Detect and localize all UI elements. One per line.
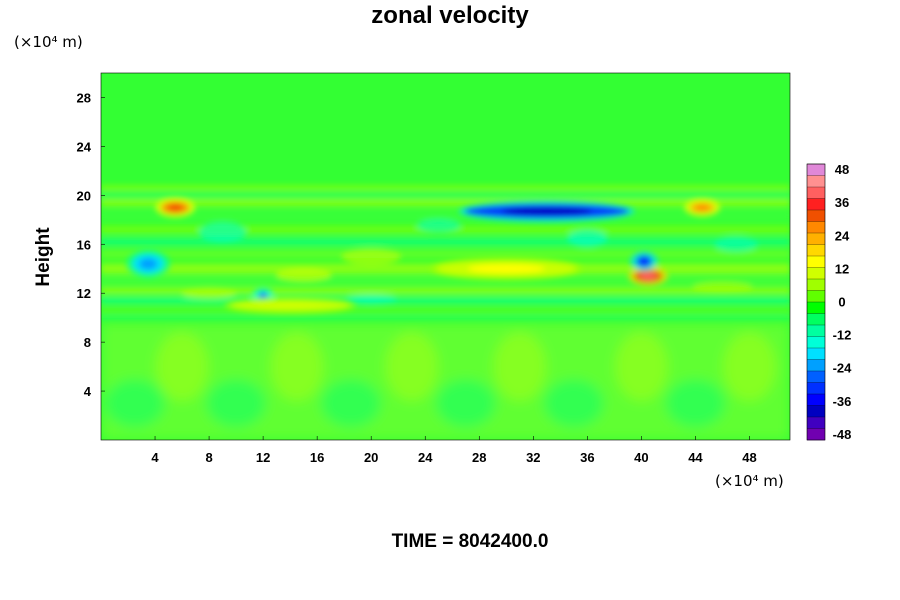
velocity-field [101,73,790,440]
colorbar-tick-label: -24 [833,361,853,376]
colorbar-tick-label: 48 [835,162,849,177]
x-tick-label: 4 [151,450,159,465]
x-tick-label: 28 [472,450,486,465]
feature-4 [630,251,659,272]
x-tick-label: 44 [688,450,703,465]
x-tick-label: 20 [364,450,378,465]
colorbar-tick-label: 12 [835,261,849,276]
colorbar-segment [807,348,825,360]
colorbar-tick-label: -36 [833,394,852,409]
x-tick-label: 48 [742,450,756,465]
y-axis: 4 8 12 16 20 24 28 [77,90,105,399]
x-tick-label: 40 [634,450,648,465]
colorbar-segment [807,417,825,429]
colorbar-segment [807,175,825,188]
colorbar-tick-label: -48 [833,427,852,442]
colorbar-segment [807,221,825,234]
y-tick-label: 28 [77,90,91,105]
feature-5 [126,249,171,278]
y-tick-label: 4 [84,384,92,399]
y-axis-unit: (×10⁴ m) [14,33,83,51]
colorbar-segment [807,313,825,326]
colorbar-tick-label: 36 [835,195,849,210]
y-tick-label: 16 [77,237,91,252]
feature-2 [684,198,721,217]
colorbar-segment [807,302,825,314]
colorbar-segment [807,359,825,372]
colorbar-segment [807,371,825,383]
feature-8 [224,296,357,315]
x-tick-label: 8 [205,450,212,465]
colorbar-segment [807,279,825,291]
colorbar-segment [807,290,825,303]
colorbar-segment [807,198,825,211]
y-tick-label: 20 [77,188,91,203]
feature-7 [430,256,583,281]
time-label: TIME = 8042400.0 [391,531,549,552]
y-tick-label: 24 [77,139,92,154]
x-tick-label: 36 [580,450,594,465]
y-tick-label: 12 [77,286,91,301]
colorbar-segment [807,405,825,418]
colorbar-segment [807,164,825,176]
colorbar-segment [807,244,825,257]
colorbar-segment [807,325,825,337]
plot-frame [100,72,791,441]
colorbar: 48 36 24 12 0 -12 -24 -36 -48 [806,162,853,442]
colorbar-segment [807,336,825,349]
colorbar-segment [807,267,825,280]
feature-3 [628,266,669,287]
colorbar-segment [807,428,825,441]
colorbar-tick-label: -12 [833,328,852,343]
x-axis: 4 8 12 16 20 24 28 32 36 40 44 48 [151,436,757,465]
x-tick-label: 32 [526,450,540,465]
colorbar-segment [807,210,825,222]
y-tick-label: 8 [84,335,91,350]
features [126,197,721,315]
lower-region [101,322,790,440]
chart-title: zonal velocity [371,2,529,29]
x-tick-label: 24 [418,450,433,465]
colorbar-segment [807,256,825,268]
colorbar-segment [807,187,825,199]
feature-1 [155,197,196,218]
x-tick-label: 16 [310,450,324,465]
x-tick-label: 12 [256,450,270,465]
colorbar-tick-label: 0 [838,295,845,310]
colorbar-segment [807,394,825,406]
colorbar-segment [807,233,825,245]
colorbar-tick-label: 24 [835,228,850,243]
x-axis-unit: (×10⁴ m) [715,472,784,490]
feature-0 [458,200,635,223]
colorbar-segment [807,382,825,395]
